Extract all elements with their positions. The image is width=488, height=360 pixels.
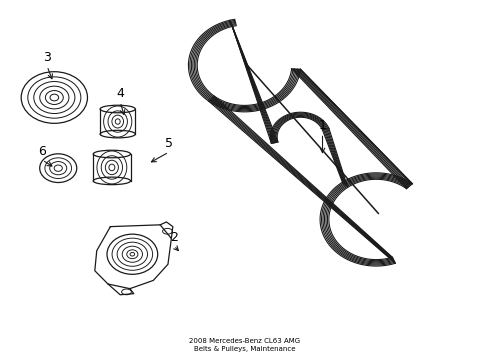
Text: 5: 5 bbox=[164, 137, 173, 150]
Text: 1: 1 bbox=[318, 118, 326, 132]
Text: 6: 6 bbox=[38, 145, 46, 158]
Text: 4: 4 bbox=[116, 87, 124, 100]
Text: 2: 2 bbox=[169, 231, 177, 244]
Text: 3: 3 bbox=[43, 51, 51, 64]
Text: 2008 Mercedes-Benz CL63 AMG
Belts & Pulleys, Maintenance: 2008 Mercedes-Benz CL63 AMG Belts & Pull… bbox=[188, 338, 300, 352]
